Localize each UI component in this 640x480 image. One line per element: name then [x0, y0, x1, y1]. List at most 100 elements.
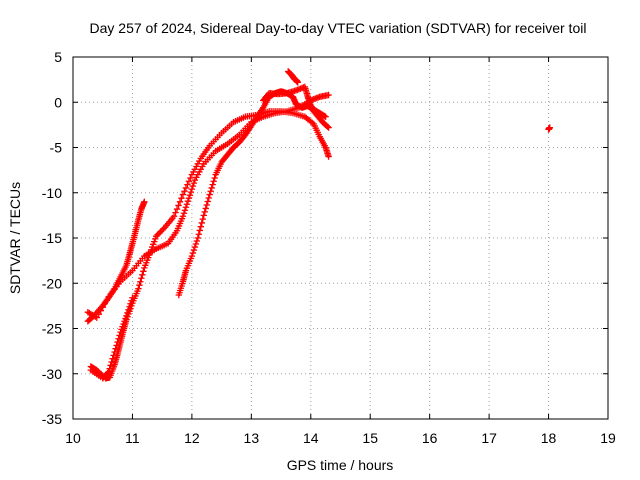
data-point-arc-e	[196, 227, 204, 234]
y-tick-label: -35	[42, 411, 62, 427]
data-point-arc-d	[105, 368, 112, 376]
data-point-arc-e	[188, 252, 196, 260]
data-point-arc-c	[173, 205, 181, 213]
data-point-arc-d	[123, 312, 130, 320]
data-point-arc-e	[209, 181, 216, 188]
data-point-arc-e	[205, 194, 212, 202]
data-point-arc-c	[175, 202, 182, 209]
data-point-arc-d	[112, 345, 119, 352]
data-point-isolated	[546, 124, 553, 131]
data-point-arc-d	[107, 362, 114, 369]
data-point-arc-c	[176, 198, 184, 205]
data-point-arc-c	[139, 271, 146, 279]
data-point-arc-e	[190, 246, 198, 254]
data-point-arc-a	[141, 198, 148, 205]
data-point-arc-e	[210, 178, 217, 185]
y-tick-label: -25	[42, 321, 62, 337]
data-point-arc-c	[178, 194, 185, 202]
data-point-arc-d	[124, 309, 131, 317]
data-point-arc-b	[179, 213, 187, 220]
y-tick-label: -20	[42, 275, 62, 291]
x-tick-label: 16	[422, 430, 438, 446]
data-point-arc-d	[127, 300, 134, 307]
data-point-arc-c	[179, 191, 187, 198]
data-point-arc-d	[110, 352, 117, 359]
data-point-arc-e	[206, 191, 213, 198]
x-tick-label: 10	[65, 430, 81, 446]
data-point-arc-e	[195, 231, 203, 238]
data-point-arc-e	[189, 249, 197, 257]
data-point-arc-d	[114, 338, 121, 346]
data-point-arc-e	[191, 243, 199, 251]
data-point-arc-b	[182, 204, 190, 211]
data-point-arc-b	[103, 297, 110, 304]
data-point-arc-b	[101, 300, 108, 307]
data-point-arc-b	[187, 188, 195, 196]
x-axis-label: GPS time / hours	[287, 457, 394, 473]
x-tick-label: 15	[362, 430, 378, 446]
data-point-arc-e	[211, 174, 218, 182]
x-tick-label: 13	[244, 430, 260, 446]
data-point-arc-c	[325, 153, 332, 160]
data-point-arc-e	[203, 201, 210, 209]
x-tick-label: 11	[125, 430, 140, 446]
y-tick-labels: 5 0 -5 -10 -15 -20 -25 -30 -35	[42, 49, 62, 427]
data-point-arc-c	[182, 184, 190, 192]
data-point-arc-e	[193, 237, 201, 245]
x-tick-label: 17	[481, 430, 497, 446]
data-point-arc-d	[129, 294, 136, 301]
data-point-arc-e	[204, 198, 211, 205]
y-tick-label: -30	[42, 366, 62, 382]
data-point-arc-d	[108, 358, 115, 366]
data-point-arc-e	[324, 123, 331, 130]
data-point-arc-c	[140, 268, 147, 275]
data-point-arc-b	[97, 307, 104, 314]
data-point-arc-d	[126, 303, 133, 310]
data-point-arc-c	[136, 282, 143, 289]
data-point-arc-d	[113, 342, 120, 349]
data-point-arc-d	[128, 297, 135, 304]
data-point-arc-f	[322, 113, 329, 120]
data-point-arc-c	[158, 226, 166, 234]
data-point-arc-e	[200, 212, 207, 219]
data-point-arc-g	[294, 79, 301, 86]
grid-lines	[73, 57, 608, 419]
data-point-arc-c	[135, 285, 142, 292]
data-point-arc-d	[104, 369, 111, 377]
data-point-arc-e	[198, 219, 205, 227]
data-point-arc-c	[137, 278, 144, 285]
data-point-arc-c	[185, 178, 193, 185]
data-point-arc-d	[111, 348, 118, 356]
data-point-arc-e	[208, 184, 215, 192]
data-point-arc-d	[116, 332, 123, 339]
data-point-arc-d	[115, 335, 122, 342]
x-tick-label: 14	[303, 430, 319, 446]
data-point-arc-b	[95, 310, 102, 318]
data-point-arc-c	[181, 188, 188, 195]
y-tick-label: 0	[54, 94, 62, 110]
y-tick-label: -15	[42, 230, 62, 246]
x-tick-label: 12	[184, 430, 200, 446]
data-point-arc-b	[180, 210, 188, 217]
data-point-arc-c	[172, 209, 179, 216]
data-point-arc-b	[185, 194, 193, 202]
data-point-arc-e	[207, 188, 214, 195]
data-point-arc-b	[93, 314, 100, 321]
data-point-arc-b	[181, 207, 189, 214]
y-tick-label: -5	[50, 140, 63, 156]
data-point-arc-e	[325, 124, 332, 131]
data-point-arc-d	[109, 355, 116, 362]
data-point-arc-b	[189, 182, 197, 190]
data-point-arc-b	[184, 197, 192, 205]
data-point-arc-d	[125, 306, 132, 313]
data-point-arc-c	[184, 181, 191, 188]
y-axis-label: SDTVAR / TECUs	[7, 182, 23, 294]
data-point-arc-d	[106, 365, 113, 372]
data-point-arc-c	[170, 213, 178, 220]
data-point-arc-b	[190, 179, 198, 187]
axis-ticks	[72, 56, 609, 420]
data-point-arc-e	[201, 208, 208, 216]
x-tick-labels: 10 11 12 13 14 15 16 17 18 19	[65, 430, 616, 446]
data-point-arc-e	[202, 205, 209, 212]
data-point-arc-e	[194, 234, 202, 242]
